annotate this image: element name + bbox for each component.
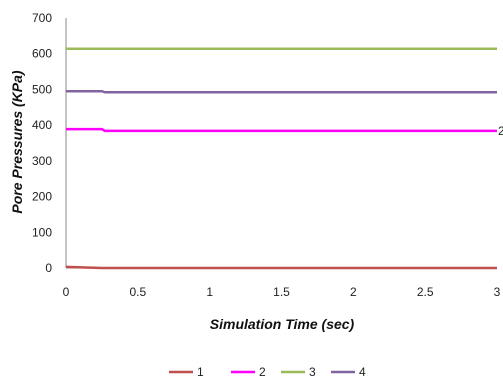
series-lines xyxy=(65,47,497,270)
y-tick-label: 300 xyxy=(32,154,52,168)
x-tick-label: 1 xyxy=(206,285,213,299)
plot-axes xyxy=(65,18,497,269)
y-tick-label: 400 xyxy=(32,118,52,132)
x-axis-title: Simulation Time (sec) xyxy=(210,316,355,332)
legend-label: 1 xyxy=(197,365,204,379)
y-tick-label: 600 xyxy=(32,47,52,61)
x-tick-label: 1.5 xyxy=(273,285,290,299)
y-tick-label: 700 xyxy=(32,11,52,25)
x-tick-label: 3 xyxy=(494,285,501,299)
x-tick-label: 0.5 xyxy=(129,285,146,299)
x-tick-label: 0 xyxy=(63,285,70,299)
legend-label: 3 xyxy=(309,365,316,379)
y-tick-label: 0 xyxy=(45,261,52,275)
y-tick-label: 200 xyxy=(32,190,52,204)
series-line-4 xyxy=(66,89,497,94)
x-tick-label: 2 xyxy=(350,285,357,299)
x-tick-labels: 0 0.5 1 1.5 2 2.5 3 xyxy=(63,285,501,299)
series-line-2 xyxy=(66,127,497,133)
y-tick-labels: 0 100 200 300 400 500 600 700 xyxy=(32,11,52,275)
legend: 1 2 3 4 xyxy=(169,365,366,379)
y-tick-label: 500 xyxy=(32,82,52,96)
series-line-1 xyxy=(65,265,497,270)
line-end-label: 2 xyxy=(498,124,503,138)
x-tick-label: 2.5 xyxy=(417,285,434,299)
y-tick-label: 100 xyxy=(32,225,52,239)
legend-label: 4 xyxy=(359,365,366,379)
legend-label: 2 xyxy=(259,365,266,379)
y-axis-title: Pore Pressures (KPa) xyxy=(9,70,25,214)
line-end-labels: 2 xyxy=(498,124,503,138)
